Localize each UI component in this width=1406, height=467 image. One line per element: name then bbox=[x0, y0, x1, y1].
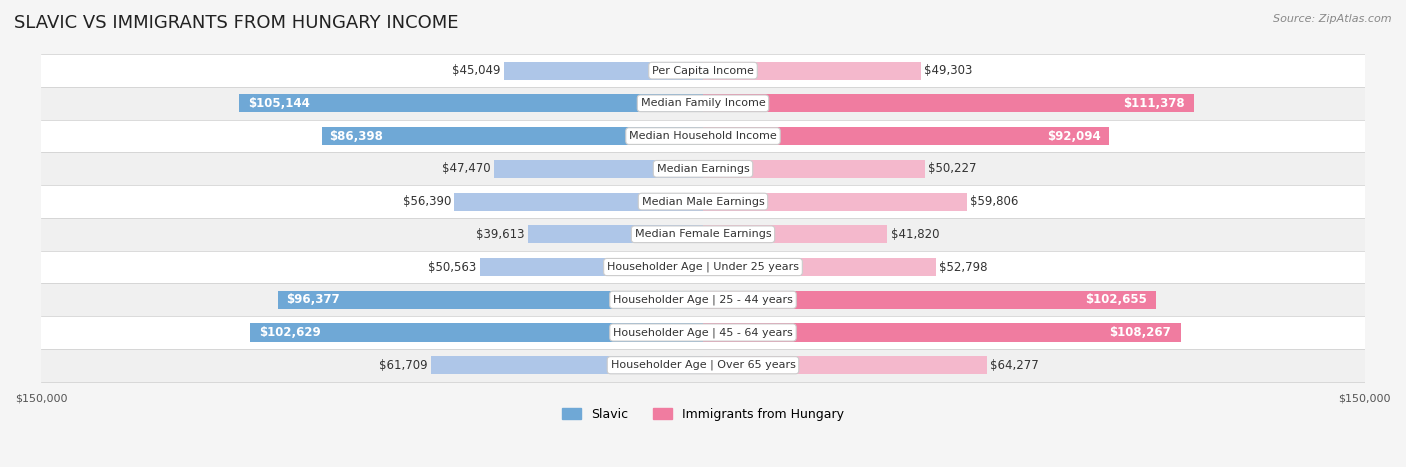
Bar bbox=[703, 258, 936, 276]
Text: Median Household Income: Median Household Income bbox=[628, 131, 778, 141]
Text: $86,398: $86,398 bbox=[329, 129, 384, 142]
Text: Median Female Earnings: Median Female Earnings bbox=[634, 229, 772, 239]
Bar bbox=[430, 356, 703, 374]
Bar bbox=[41, 87, 1365, 120]
Text: Per Capita Income: Per Capita Income bbox=[652, 65, 754, 76]
Bar bbox=[41, 185, 1365, 218]
Bar bbox=[505, 62, 703, 79]
Text: $50,563: $50,563 bbox=[429, 261, 477, 274]
Text: Householder Age | Under 25 years: Householder Age | Under 25 years bbox=[607, 262, 799, 272]
Bar bbox=[703, 291, 1156, 309]
Text: $105,144: $105,144 bbox=[249, 97, 311, 110]
Text: $56,390: $56,390 bbox=[402, 195, 451, 208]
Text: Householder Age | Over 65 years: Householder Age | Over 65 years bbox=[610, 360, 796, 370]
Text: $102,655: $102,655 bbox=[1085, 293, 1147, 306]
Bar bbox=[494, 160, 703, 178]
Text: $52,798: $52,798 bbox=[939, 261, 988, 274]
Bar bbox=[41, 349, 1365, 382]
Bar bbox=[703, 94, 1194, 113]
Bar bbox=[239, 94, 703, 113]
Bar bbox=[41, 54, 1365, 87]
Bar bbox=[41, 316, 1365, 349]
Text: $49,303: $49,303 bbox=[924, 64, 972, 77]
Text: $64,277: $64,277 bbox=[990, 359, 1039, 372]
Bar bbox=[703, 192, 967, 211]
Bar bbox=[41, 152, 1365, 185]
Text: Median Earnings: Median Earnings bbox=[657, 164, 749, 174]
Text: $102,629: $102,629 bbox=[259, 326, 321, 339]
Bar bbox=[41, 218, 1365, 251]
Bar bbox=[41, 283, 1365, 316]
Bar bbox=[703, 62, 921, 79]
Text: $59,806: $59,806 bbox=[970, 195, 1018, 208]
Text: $108,267: $108,267 bbox=[1109, 326, 1171, 339]
Bar bbox=[703, 225, 887, 243]
Bar bbox=[41, 251, 1365, 283]
Text: Householder Age | 45 - 64 years: Householder Age | 45 - 64 years bbox=[613, 327, 793, 338]
Bar bbox=[703, 127, 1109, 145]
Text: $92,094: $92,094 bbox=[1047, 129, 1101, 142]
Bar bbox=[703, 160, 925, 178]
Legend: Slavic, Immigrants from Hungary: Slavic, Immigrants from Hungary bbox=[557, 403, 849, 426]
Text: $50,227: $50,227 bbox=[928, 163, 976, 175]
Text: $111,378: $111,378 bbox=[1123, 97, 1184, 110]
Text: Median Male Earnings: Median Male Earnings bbox=[641, 197, 765, 206]
Text: $96,377: $96,377 bbox=[287, 293, 340, 306]
Bar bbox=[703, 356, 987, 374]
Text: Source: ZipAtlas.com: Source: ZipAtlas.com bbox=[1274, 14, 1392, 24]
Bar bbox=[529, 225, 703, 243]
Text: Householder Age | 25 - 44 years: Householder Age | 25 - 44 years bbox=[613, 295, 793, 305]
Text: $61,709: $61,709 bbox=[378, 359, 427, 372]
Bar bbox=[278, 291, 703, 309]
Bar bbox=[703, 324, 1181, 341]
Text: $41,820: $41,820 bbox=[891, 228, 939, 241]
Text: Median Family Income: Median Family Income bbox=[641, 99, 765, 108]
Text: $45,049: $45,049 bbox=[453, 64, 501, 77]
Text: $39,613: $39,613 bbox=[477, 228, 524, 241]
Bar bbox=[250, 324, 703, 341]
Text: SLAVIC VS IMMIGRANTS FROM HUNGARY INCOME: SLAVIC VS IMMIGRANTS FROM HUNGARY INCOME bbox=[14, 14, 458, 32]
Bar bbox=[41, 120, 1365, 152]
Bar bbox=[454, 192, 703, 211]
Bar bbox=[322, 127, 703, 145]
Bar bbox=[479, 258, 703, 276]
Text: $47,470: $47,470 bbox=[441, 163, 491, 175]
